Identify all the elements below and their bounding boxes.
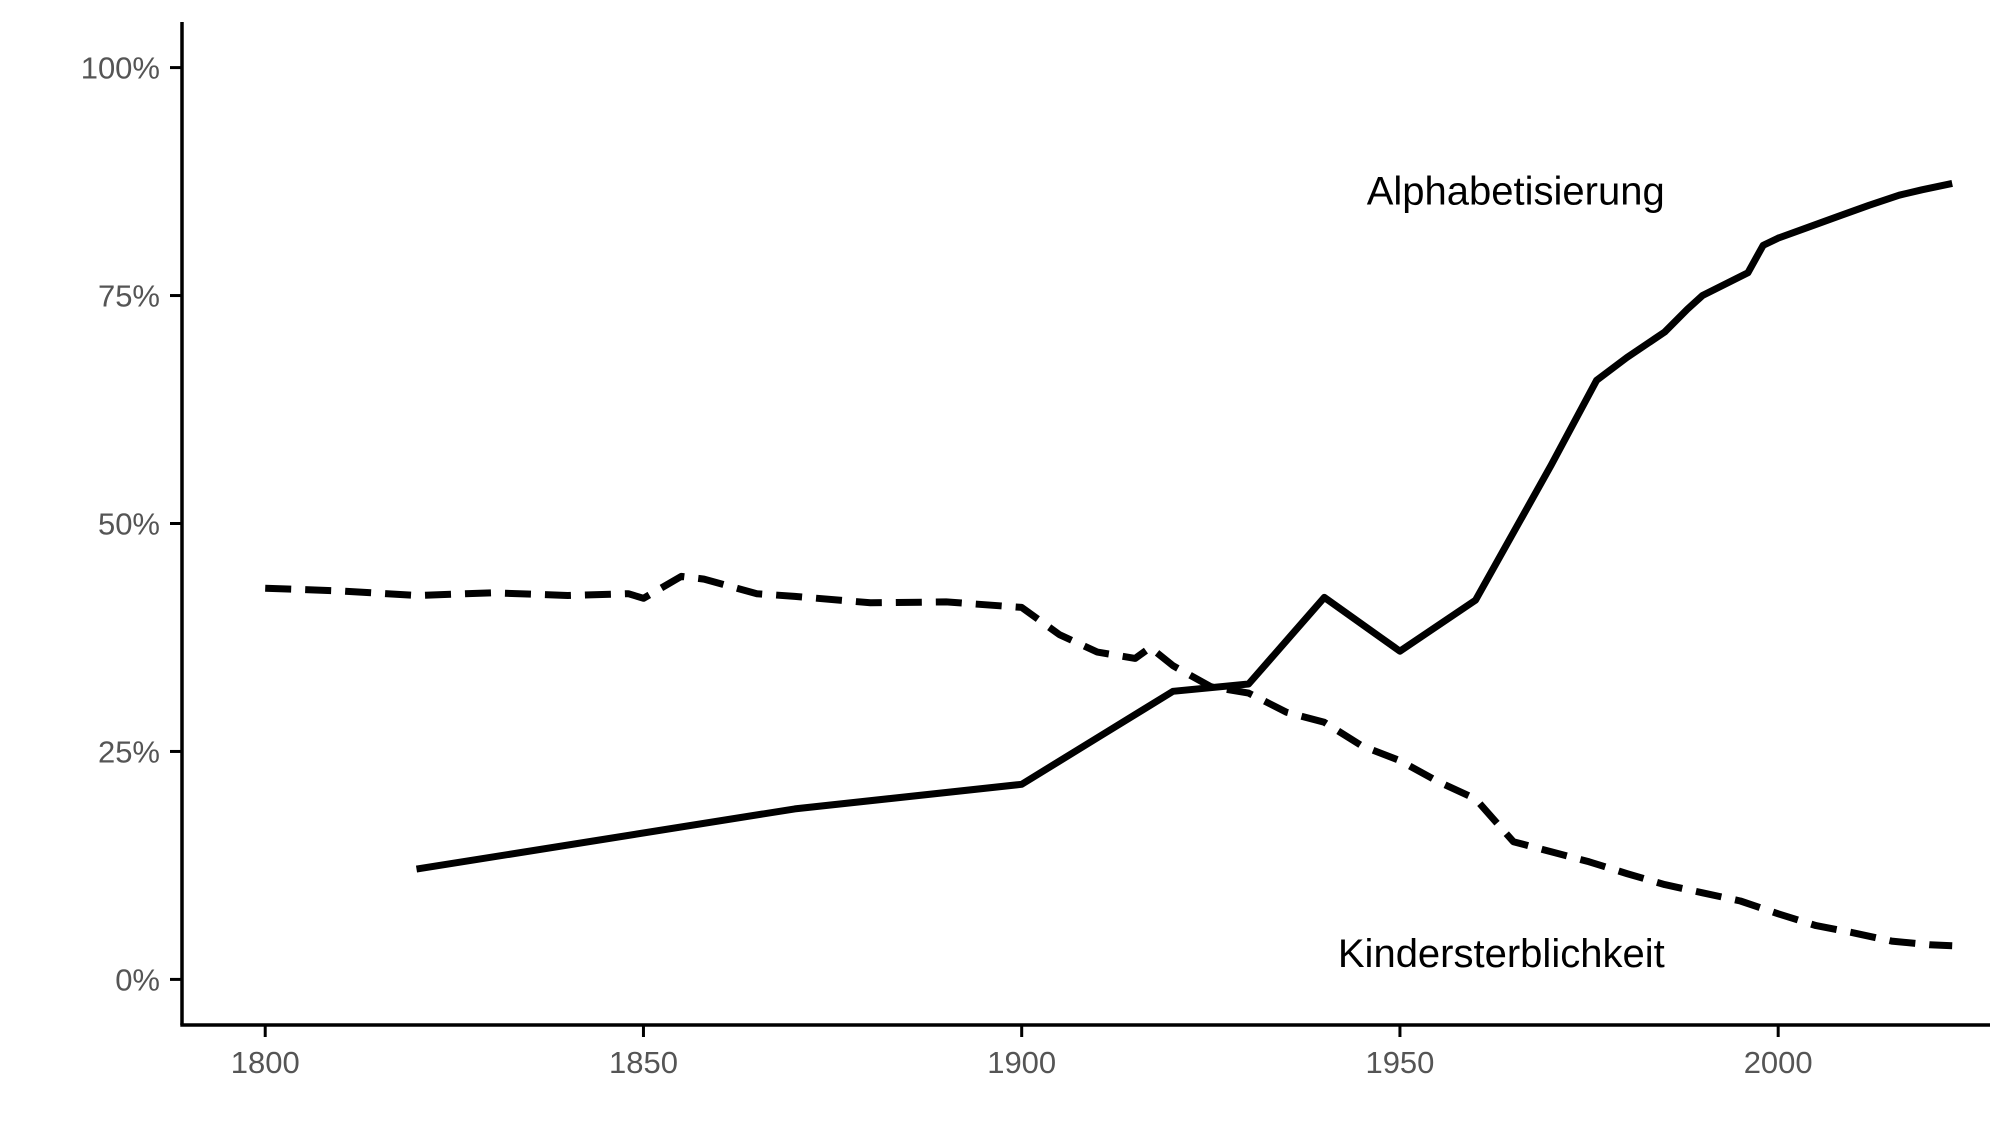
x-axis-ticks: 1800 1850 1900 1950 2000 [231, 1025, 1813, 1080]
y-tick-label: 100% [81, 51, 160, 86]
series-line-alphabetisierung [415, 179, 1953, 873]
x-tick-label: 1800 [231, 1045, 300, 1080]
x-tick-label: 1900 [987, 1045, 1056, 1080]
series-labels: Alphabetisierung Kindersterblichkeit [1338, 170, 1665, 976]
y-axis-ticks: 0% 25% 50% 75% 100% [81, 51, 182, 997]
x-tick-label: 1950 [1365, 1045, 1434, 1080]
x-tick-label: 2000 [1744, 1045, 1813, 1080]
series-label-kindersterblichkeit: Kindersterblichkeit [1338, 932, 1665, 976]
series-line-kindersterblichkeit [265, 572, 1953, 950]
y-tick-label: 50% [98, 507, 160, 542]
plot-area [265, 179, 1953, 950]
series-label-alphabetisierung: Alphabetisierung [1367, 170, 1665, 214]
y-tick-label: 25% [98, 734, 160, 769]
x-tick-label: 1850 [609, 1045, 678, 1080]
y-tick-label: 75% [98, 279, 160, 314]
y-tick-label: 0% [115, 962, 160, 997]
